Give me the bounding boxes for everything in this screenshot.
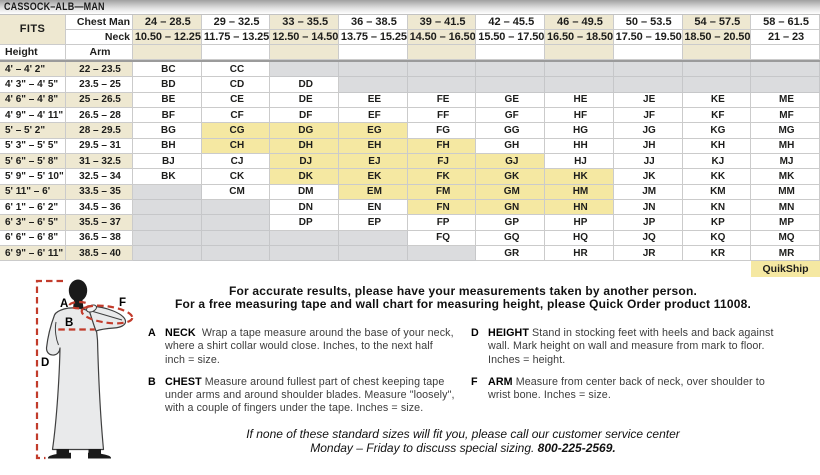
svg-text:D: D: [41, 357, 49, 369]
svg-text:B: B: [65, 317, 73, 329]
svg-text:F: F: [119, 297, 126, 309]
svg-text:A: A: [60, 298, 68, 310]
